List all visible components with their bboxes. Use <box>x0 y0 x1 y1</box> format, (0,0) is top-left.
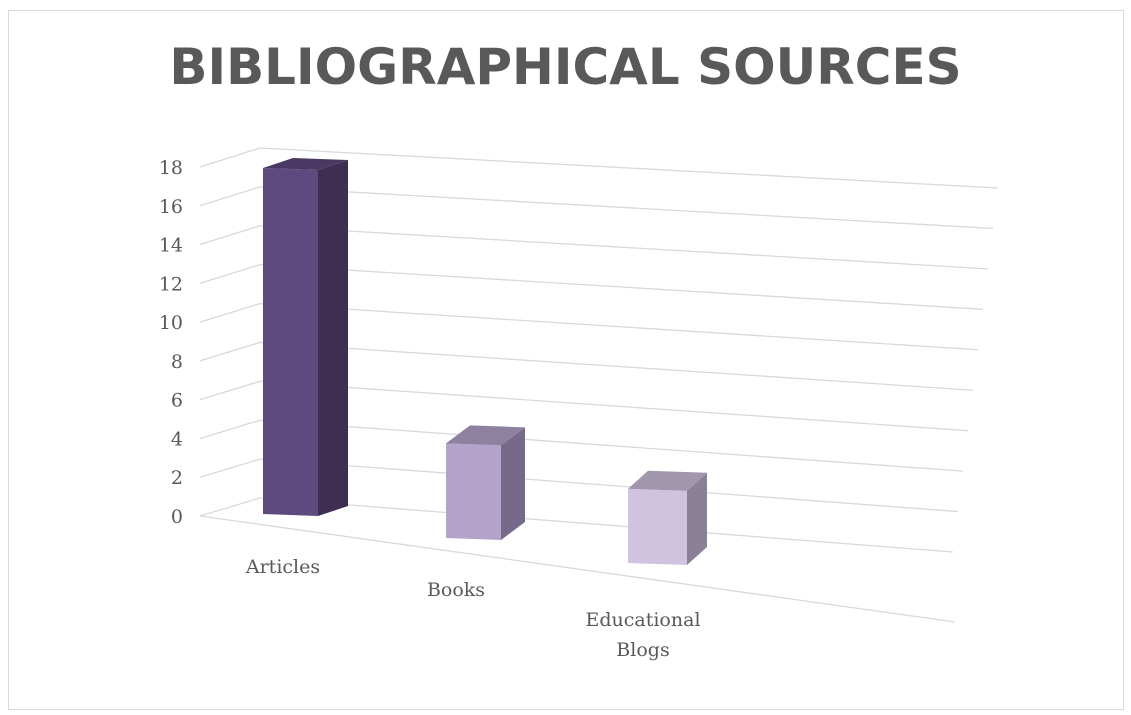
bar-front <box>628 488 687 565</box>
bar <box>628 470 707 565</box>
y-tick-label: 10 <box>159 312 183 334</box>
x-category-label: Articles <box>245 556 320 578</box>
y-tick-label: 8 <box>171 351 183 373</box>
bar-front <box>446 443 501 540</box>
y-tick-label: 0 <box>171 506 183 528</box>
grid-line <box>199 497 954 553</box>
floor-line <box>199 515 956 623</box>
y-tick-label: 18 <box>159 157 183 179</box>
bar <box>263 158 348 516</box>
y-tick-label: 6 <box>171 390 183 412</box>
grid-line <box>199 419 964 472</box>
x-category-label: Blogs <box>616 639 669 661</box>
x-category-label: Educational <box>585 609 700 631</box>
bar-top <box>263 158 348 170</box>
x-category-label: Books <box>427 579 485 601</box>
bar-top <box>628 470 707 491</box>
chart-frame <box>8 10 1124 710</box>
grid-line <box>199 147 999 189</box>
y-tick-label: 12 <box>159 273 183 295</box>
chart-title: BIBLIOGRAPHICAL SOURCES <box>169 38 962 96</box>
y-tick-label: 14 <box>159 235 183 257</box>
grid-line <box>199 264 984 310</box>
bar <box>446 425 525 540</box>
grid-line <box>199 380 969 432</box>
bars <box>263 158 707 565</box>
y-tick-label: 2 <box>171 467 183 489</box>
grid-lines <box>199 147 999 623</box>
bar-side <box>501 427 525 540</box>
grid-line <box>199 186 994 230</box>
y-tick-label: 16 <box>159 196 183 218</box>
grid-line <box>199 458 959 513</box>
bar-side <box>687 472 707 565</box>
bar-front <box>263 168 318 516</box>
grid-line <box>199 225 989 270</box>
bar-top <box>446 425 525 446</box>
x-axis-labels: Articles Books Educational Blogs <box>245 556 701 661</box>
grid-line <box>199 341 974 391</box>
y-tick-label: 4 <box>171 428 183 450</box>
grid-line <box>199 302 979 351</box>
bar-side <box>318 160 348 516</box>
y-axis-ticks: 0 2 4 6 8 10 12 14 16 18 <box>159 157 183 528</box>
